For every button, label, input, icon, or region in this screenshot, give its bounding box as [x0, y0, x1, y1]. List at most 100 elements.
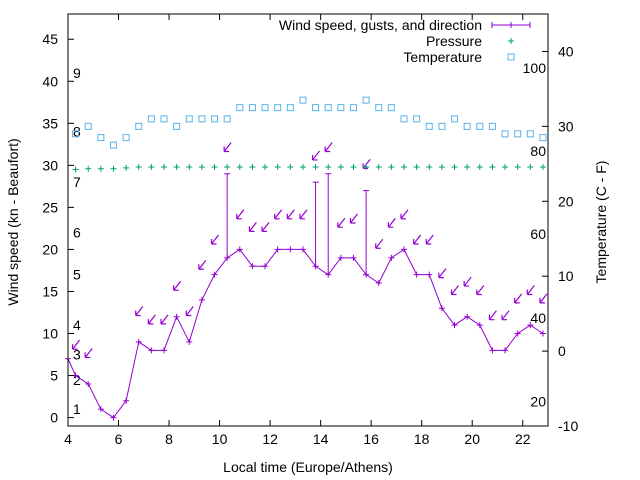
- wind-speed-point: [262, 263, 269, 270]
- y-axis-label: Wind speed (kn - Beaufort): [5, 138, 21, 305]
- x-tick-label: 16: [363, 431, 379, 447]
- pressure-point: [438, 164, 445, 171]
- y2-tick-label: 30: [558, 118, 574, 134]
- y-tick-label: 0: [50, 410, 58, 426]
- wind-speed-point: [426, 271, 433, 278]
- fahrenheit-label: 100: [523, 60, 547, 76]
- wind-speed-point: [388, 254, 395, 261]
- pressure-point: [489, 164, 496, 171]
- temperature-point: [160, 115, 168, 123]
- direction-arrow: [223, 142, 232, 153]
- wind-speed-point: [287, 246, 294, 253]
- wind-speed-point: [236, 246, 243, 253]
- temperature-point: [488, 122, 496, 130]
- pressure-point: [211, 164, 218, 171]
- pressure-point: [375, 164, 382, 171]
- pressure-point: [249, 164, 256, 171]
- plot-border: [67, 13, 549, 427]
- direction-arrow: [488, 310, 497, 321]
- pressure-point: [224, 164, 231, 171]
- pressure-point: [325, 164, 332, 171]
- pressure-point: [388, 164, 395, 171]
- y-tick-label: 10: [42, 326, 58, 342]
- direction-arrow: [526, 285, 535, 296]
- wind-speed-point: [198, 296, 205, 303]
- y-tick-label: 5: [50, 368, 58, 384]
- temperature-point: [97, 134, 105, 142]
- x-axis-label: Local time (Europe/Athens): [223, 459, 393, 475]
- wind-speed-point: [489, 347, 496, 354]
- temperature-point: [173, 122, 181, 130]
- temperature-point: [539, 134, 547, 142]
- pressure-point: [135, 164, 142, 171]
- y-tick-label: 20: [42, 241, 58, 257]
- pressure-point: [110, 165, 117, 172]
- temperature-point: [413, 115, 421, 123]
- pressure-point: [148, 164, 155, 171]
- legend-label-pressure: Pressure: [426, 33, 482, 49]
- wind-speed-point: [135, 338, 142, 345]
- pressure-point: [85, 165, 92, 172]
- x-tick-label: 10: [212, 431, 228, 447]
- wind-speed-point: [464, 313, 471, 320]
- series-layer: [65, 96, 548, 421]
- temperature-point: [514, 130, 522, 138]
- direction-arrow: [311, 150, 321, 161]
- temperature-point: [299, 96, 307, 104]
- legend-label-temperature: Temperature: [403, 49, 482, 65]
- pressure-point: [476, 164, 483, 171]
- direction-arrow: [71, 339, 81, 350]
- direction-arrow: [173, 280, 182, 291]
- x-tick-label: 8: [165, 431, 173, 447]
- direction-arrow: [185, 306, 194, 317]
- direction-arrow: [135, 306, 144, 317]
- direction-arrow: [413, 234, 422, 245]
- direction-arrow: [261, 222, 270, 233]
- pressure-point: [72, 166, 79, 173]
- temperature-point: [312, 104, 320, 112]
- pressure-point: [312, 164, 319, 171]
- temperature-point: [362, 96, 370, 104]
- wind-speed-point: [123, 397, 130, 404]
- wind-speed-point: [375, 280, 382, 287]
- y2-tick-label: 10: [558, 268, 574, 284]
- y2-tick-label: 0: [558, 343, 566, 359]
- x-tick-label: 20: [464, 431, 480, 447]
- temperature-point: [349, 104, 357, 112]
- wind-speed-point: [211, 271, 218, 278]
- pressure-point: [539, 164, 546, 171]
- wind-speed-point: [97, 406, 104, 413]
- pressure-point: [161, 164, 167, 171]
- pressure-point: [299, 164, 306, 171]
- pressure-point: [97, 165, 104, 172]
- direction-arrow: [160, 314, 169, 325]
- wind-speed-point: [476, 322, 483, 329]
- direction-arrow: [198, 259, 207, 270]
- wind-speed-point: [249, 263, 256, 270]
- legend-label-wind: Wind speed, gusts, and direction: [279, 17, 482, 33]
- temperature-point: [72, 130, 80, 138]
- legend-swatch-pressure: [508, 38, 514, 44]
- temperature-point: [223, 115, 231, 123]
- fahrenheit-label: 60: [530, 226, 546, 242]
- beaufort-label: 3: [73, 347, 81, 363]
- temperature-point: [526, 130, 534, 138]
- pressure-point: [502, 164, 509, 171]
- temperature-point: [286, 104, 294, 112]
- pressure-point: [363, 164, 370, 171]
- pressure-point: [527, 164, 534, 171]
- direction-arrow: [210, 234, 219, 245]
- beaufort-label: 4: [73, 317, 81, 333]
- beaufort-label: 7: [73, 174, 81, 190]
- beaufort-label: 1: [73, 401, 81, 417]
- wind-speed-point: [85, 380, 92, 387]
- temperature-point: [375, 104, 383, 112]
- direction-arrow: [299, 209, 308, 220]
- legend: Wind speed, gusts, and directionPressure…: [279, 17, 531, 65]
- temperature-point: [476, 122, 484, 130]
- y-tick-label: 35: [42, 115, 58, 131]
- direction-arrow: [274, 209, 283, 220]
- wind-speed-point: [401, 246, 407, 253]
- wind-speed-point: [299, 246, 306, 253]
- temperature-point: [261, 104, 269, 112]
